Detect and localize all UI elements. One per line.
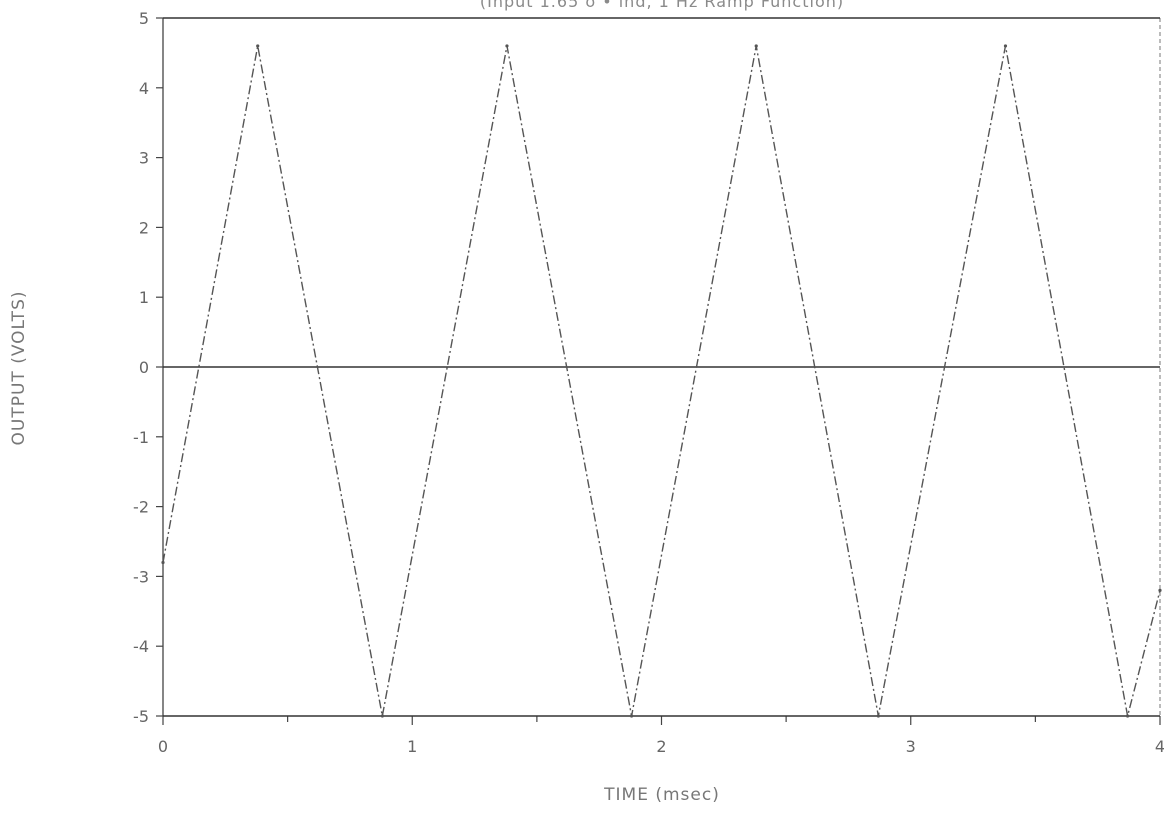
y-tick-label: 5 <box>139 9 149 28</box>
data-point <box>1125 714 1130 718</box>
y-tick-label: -3 <box>133 567 149 586</box>
y-tick-label: -1 <box>133 428 149 447</box>
y-tick-label: 2 <box>139 218 149 237</box>
x-tick-label: 1 <box>407 737 417 756</box>
chart-title: (Input 1.65 o • ind, 1 Hz Ramp Function) <box>480 0 844 11</box>
reference-lines <box>163 17 1160 717</box>
data-point <box>876 714 880 718</box>
x-tick-label: 2 <box>656 737 666 756</box>
data-point <box>161 560 165 565</box>
y-tick-label: 4 <box>139 79 149 98</box>
data-point <box>380 714 384 718</box>
data-point <box>256 44 260 48</box>
data-point <box>754 44 758 48</box>
data-point <box>629 714 634 718</box>
x-tick-label: 4 <box>1155 737 1164 756</box>
x-tick-label: 0 <box>158 737 168 756</box>
x-tick-label: 3 <box>906 737 916 756</box>
data-point <box>505 44 509 48</box>
series-line <box>162 45 1161 717</box>
y-tick-label: -2 <box>133 498 149 517</box>
axes <box>156 17 1161 725</box>
y-axis-title: OUTPUT (VOLTS) <box>9 291 29 446</box>
series-group <box>161 44 1162 718</box>
x-axis-title: TIME (msec) <box>603 785 720 805</box>
y-tick-label: -5 <box>133 707 149 726</box>
data-point <box>1003 44 1008 48</box>
y-tick-label: 0 <box>139 358 149 377</box>
y-tick-label: -4 <box>133 637 149 656</box>
y-tick-label: 3 <box>139 149 149 168</box>
tick-labels: 5 4 3 2 1 0 -1 -2 -3 -4 -5 0 1 2 3 4 <box>133 9 1164 756</box>
y-tick-label: 1 <box>139 288 149 307</box>
data-point <box>1158 588 1162 592</box>
